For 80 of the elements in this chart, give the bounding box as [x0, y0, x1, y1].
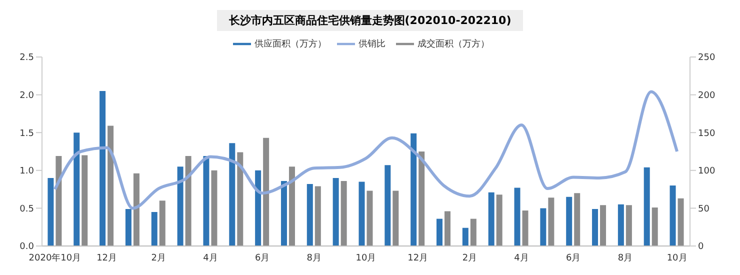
bar	[288, 166, 295, 246]
y2-tick-label: 250	[698, 53, 716, 64]
bar	[592, 208, 598, 246]
bar	[470, 218, 476, 246]
y2-tick-label: 0	[698, 242, 704, 252]
chart-title: 长沙市内五区商品住宅供销量走势图(202010-202210)	[216, 10, 524, 31]
y-tick-label: 0.0	[20, 242, 34, 252]
x-tick-label: 12月	[408, 253, 428, 264]
bar	[392, 190, 399, 246]
bar	[203, 156, 210, 246]
y-tick-label: 1.5	[20, 128, 34, 139]
bar	[496, 194, 502, 246]
x-tick-label: 2月	[151, 253, 166, 264]
legend-label: 成交面积（万方）	[418, 39, 490, 50]
bar	[125, 208, 132, 246]
bar	[306, 184, 313, 246]
y2-tick-label: 150	[698, 128, 716, 139]
bar	[314, 186, 321, 246]
bar	[384, 165, 391, 246]
bar	[626, 205, 632, 246]
bar	[280, 180, 287, 246]
bar	[229, 143, 236, 246]
bar	[514, 188, 520, 246]
bar	[644, 167, 650, 246]
bar	[185, 156, 192, 246]
y2-tick-label: 100	[698, 166, 716, 177]
x-tick-label: 12月	[96, 253, 118, 264]
bar	[358, 182, 365, 246]
bar	[255, 170, 262, 246]
bar	[74, 132, 80, 246]
bar	[151, 212, 158, 246]
bar	[177, 166, 184, 246]
bar	[48, 178, 54, 246]
bar	[82, 155, 88, 246]
y-tick-label: 1.0	[20, 166, 34, 177]
x-tick-label: 8月	[618, 253, 633, 264]
bar	[159, 200, 166, 246]
bar	[670, 186, 676, 246]
bar	[462, 228, 468, 246]
bar	[444, 211, 450, 246]
bar	[133, 173, 140, 246]
bar	[100, 91, 106, 246]
x-tick-label: 10月	[666, 253, 688, 264]
x-tick-label: 6月	[254, 253, 270, 264]
bar	[418, 152, 425, 246]
bar	[522, 210, 528, 246]
x-tick-label: 10月	[356, 253, 376, 264]
x-tick-label: 8月	[306, 253, 322, 264]
bar	[436, 218, 442, 246]
bar	[410, 133, 417, 246]
bar	[263, 138, 270, 246]
bar	[237, 152, 244, 246]
x-tick-label: 4月	[203, 253, 218, 264]
bar	[566, 196, 572, 246]
x-tick-label: 2020年10月	[28, 252, 82, 264]
bar	[488, 192, 494, 246]
y2-tick-label: 200	[698, 90, 716, 101]
line-series	[53, 90, 679, 210]
legend-label: 供销比	[358, 39, 386, 50]
y-tick-label: 2.5	[20, 53, 34, 64]
legend-label: 供应面积（万方）	[254, 39, 326, 50]
bar	[332, 178, 339, 246]
bar	[366, 190, 373, 246]
bar	[340, 180, 347, 246]
bar	[548, 198, 554, 246]
bar	[652, 207, 658, 246]
y-tick-label: 2.0	[20, 90, 34, 101]
bar	[678, 198, 684, 246]
bar	[618, 204, 624, 246]
bar	[600, 205, 606, 246]
bar	[108, 126, 114, 246]
y2-tick-label: 50	[698, 204, 710, 214]
bar	[211, 170, 218, 246]
x-tick-label: 6月	[566, 253, 581, 264]
bar	[540, 208, 546, 246]
bar	[574, 193, 580, 246]
bar	[56, 156, 62, 246]
y-tick-label: 0.5	[20, 204, 34, 214]
x-tick-label: 2月	[462, 253, 478, 264]
x-tick-label: 4月	[514, 253, 529, 264]
